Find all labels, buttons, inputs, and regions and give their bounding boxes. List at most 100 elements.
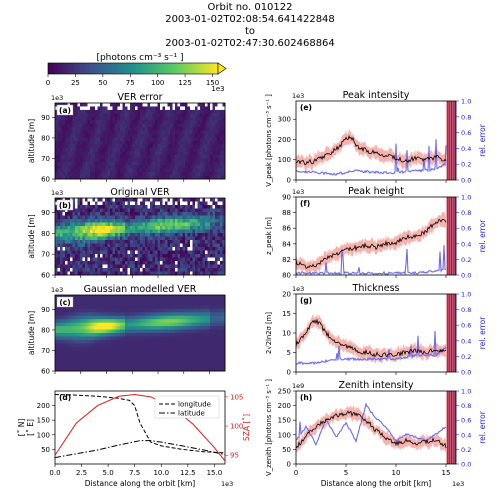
heatmap-cell (202, 151, 206, 156)
heatmap-cell (187, 240, 191, 244)
heatmap-cell (140, 336, 143, 341)
heatmap-cell (77, 123, 81, 128)
heatmap-cell (60, 357, 63, 362)
heatmap-cell (140, 364, 143, 368)
heatmap-cell (155, 308, 158, 313)
heatmap-cell (187, 312, 191, 317)
y-tick-label: 0 (287, 177, 291, 185)
heatmap-cell (205, 198, 208, 202)
heatmap-cell (175, 357, 178, 362)
heatmap-cell (140, 109, 143, 114)
heatmap-cell (152, 236, 156, 241)
heatmap-cell (95, 268, 98, 272)
heatmap-cell (142, 212, 146, 216)
heatmap-cell (215, 298, 218, 303)
heatmap-cell (60, 141, 63, 145)
heatmap-cell (172, 106, 176, 111)
heatmap-cell (70, 219, 73, 223)
heatmap-cell (200, 172, 203, 176)
heatmap-cell (147, 233, 151, 237)
heatmap-cell (167, 175, 171, 180)
heatmap-cell (70, 233, 73, 237)
heatmap-cell (115, 226, 118, 230)
heatmap-cell (222, 343, 226, 348)
heatmap-cell (70, 120, 73, 125)
heatmap-cell (170, 240, 173, 244)
heatmap-cell (157, 305, 161, 310)
heatmap-cell (152, 333, 156, 337)
heatmap-cell (92, 137, 96, 142)
heatmap-cell (67, 233, 71, 237)
heatmap-cell (210, 319, 213, 324)
heatmap-cell (205, 212, 208, 216)
heatmap-cell (102, 201, 106, 206)
heatmap-cell (185, 165, 188, 170)
heatmap-cell (60, 308, 63, 313)
heatmap-cell (180, 212, 183, 216)
heatmap-cell (210, 219, 213, 223)
heatmap-cell (222, 229, 226, 234)
heatmap-cell (182, 165, 186, 170)
heatmap-cell (137, 315, 141, 320)
heatmap-cell (195, 367, 198, 372)
heatmap-cell (75, 247, 78, 251)
heatmap-cell (80, 305, 83, 310)
heatmap-cell (182, 271, 186, 276)
heatmap-cell (177, 326, 181, 330)
heatmap-cell (162, 357, 166, 362)
heatmap-cell (155, 127, 158, 132)
heatmap-cell (95, 120, 98, 125)
heatmap-cell (92, 219, 96, 223)
heatmap-cell (145, 120, 148, 125)
heatmap-cell (142, 343, 146, 348)
heatmap-cell (100, 367, 103, 372)
heatmap-cell (167, 198, 171, 202)
heatmap-cell (140, 219, 143, 223)
rel-error-line (295, 139, 447, 176)
heatmap-cell (190, 295, 193, 299)
heatmap-cell (200, 151, 203, 156)
x-tick-label: 15.0 (207, 469, 223, 477)
heatmap-cell (157, 215, 161, 220)
heatmap-cell (85, 301, 88, 306)
heatmap-cell (150, 109, 153, 114)
heatmap-cell (155, 134, 158, 138)
heatmap-cell (197, 103, 201, 107)
heatmap-cell (175, 240, 178, 244)
heatmap-cell (167, 336, 171, 341)
heatmap-cell (175, 261, 178, 265)
heatmap-cell (110, 215, 113, 220)
y2-tick-label: 0.6 (461, 225, 471, 233)
heatmap-cell (162, 333, 166, 337)
heatmap-cell (180, 315, 183, 320)
heatmap-cell (150, 343, 153, 348)
heatmap-cell (95, 222, 98, 227)
heatmap-cell (95, 353, 98, 358)
heatmap-cell (215, 357, 218, 362)
heatmap-cell (165, 353, 168, 358)
heatmap-cell (72, 113, 76, 118)
heatmap-cell (122, 165, 126, 170)
heatmap-cell (57, 161, 61, 166)
heatmap-cell (90, 326, 93, 330)
heatmap-cell (167, 360, 171, 365)
heatmap-cell (172, 254, 176, 258)
heatmap-cell (175, 346, 178, 351)
heatmap-cell (115, 233, 118, 237)
heatmap-cell (177, 353, 181, 358)
heatmap-cell (132, 198, 136, 202)
heatmap-cell (105, 346, 108, 351)
heatmap-cell (192, 215, 196, 220)
heatmap-cell (215, 165, 218, 170)
heatmap-cell (132, 201, 136, 206)
heatmap-cell (222, 339, 226, 344)
heatmap-cell (180, 215, 183, 220)
heatmap-cell (192, 261, 196, 265)
heatmap-cell (220, 257, 223, 262)
heatmap-cell (170, 229, 173, 234)
heatmap-cell (90, 226, 93, 230)
heatmap-cell (220, 151, 223, 156)
heatmap-cell (145, 329, 148, 334)
heatmap-cell (75, 333, 78, 337)
heatmap-cell (117, 367, 121, 372)
